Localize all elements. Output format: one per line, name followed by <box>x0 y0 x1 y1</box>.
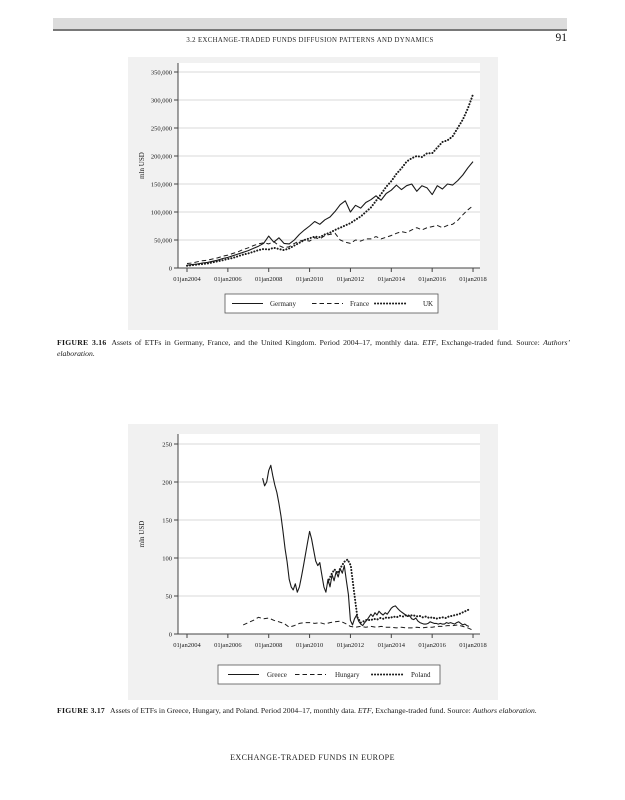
x-axis-ticks: 01jan2004 01jan2006 01jan2008 01jan2010 01ja… <box>173 268 487 283</box>
y-tick-label: 50,000 <box>154 237 172 244</box>
x-tick-label: 01jan2006 <box>214 276 242 283</box>
y-axis-ticks: 0 50 100 150 200 250 <box>162 441 178 638</box>
footer-running-title: EXCHANGE-TRADED FUNDS IN EUROPE <box>230 753 395 762</box>
figure-3-17-chart: 0 50 100 150 200 250 01jan2004 01jan2006 01jan20… <box>128 424 498 700</box>
x-axis-ticks: 01jan2004 01jan2006 01jan2008 01jan2010 01ja… <box>173 634 487 649</box>
plot-area <box>178 434 480 634</box>
figure-3-16-label: FIGURE 3.16 <box>57 338 107 347</box>
x-tick-label: 01jan2016 <box>418 276 446 283</box>
legend-label: Greece <box>267 671 287 679</box>
x-tick-label: 01jan2018 <box>459 276 486 283</box>
y-axis-label: mln USD <box>138 152 146 179</box>
y-axis-label: mln USD <box>138 521 146 548</box>
y-tick-label: 0 <box>169 631 172 638</box>
y-tick-label: 300,000 <box>151 97 172 104</box>
page-number: 91 <box>555 32 568 44</box>
series-hungary <box>242 616 474 631</box>
x-tick-label: 01jan2006 <box>214 642 242 649</box>
y-axis-ticks: 0 50,000 100,000 150,000 200,000 250,000 300,0… <box>151 69 178 272</box>
x-tick-label: 01jan2014 <box>378 642 406 649</box>
caption-body: Assets of ETFs in Greece, Hungary, and P… <box>110 706 358 715</box>
y-tick-label: 100 <box>162 555 172 562</box>
x-tick-label: 01jan2012 <box>337 642 364 649</box>
running-header: 3.2 EXCHANGE-TRADED FUNDS DIFFUSION PATT… <box>53 37 567 44</box>
y-tick-label: 350,000 <box>151 69 172 76</box>
reader-progress-bar <box>53 18 567 31</box>
legend-label: France <box>350 300 369 308</box>
y-tick-label: 250 <box>162 441 172 448</box>
x-tick-label: 01jan2008 <box>255 276 282 283</box>
caption-body2: , Exchange-traded fund. Source: <box>436 338 544 347</box>
series-greece <box>262 464 470 627</box>
figure-3-17-caption: FIGURE 3.17 Assets of ETFs in Greece, Hun… <box>57 706 570 717</box>
caption-source: Authors elaboration. <box>472 706 537 715</box>
chart-canvas: 0 50,000 100,000 150,000 200,000 250,000 300,0… <box>138 63 487 314</box>
etf-term: ETF <box>357 706 372 715</box>
legend-label: Hungary <box>335 671 360 679</box>
series-poland <box>327 558 470 624</box>
series-france <box>186 205 474 264</box>
caption-source: Authors’ elaboration. <box>57 338 570 358</box>
figure-3-16-chart: 0 50,000 100,000 150,000 200,000 250,000 300,0… <box>128 57 498 330</box>
figure-3-16-caption: FIGURE 3.16 Assets of ETFs in Germany, Fr… <box>57 338 570 359</box>
gridlines <box>178 71 480 241</box>
legend: Germany France UK <box>224 293 439 314</box>
series-germany <box>186 161 474 266</box>
x-tick-label: 01jan2004 <box>173 642 201 649</box>
x-tick-label: 01jan2010 <box>296 276 323 283</box>
y-tick-label: 150 <box>162 517 172 524</box>
x-tick-label: 01jan2010 <box>296 642 323 649</box>
y-tick-label: 0 <box>169 265 172 272</box>
x-tick-label: 01jan2014 <box>378 276 406 283</box>
legend-label: Poland <box>411 671 431 679</box>
etf-term: ETF <box>422 338 437 347</box>
y-tick-label: 150,000 <box>151 181 172 188</box>
y-tick-label: 250,000 <box>151 125 172 132</box>
legend-label: UK <box>423 300 433 308</box>
y-tick-label: 200 <box>162 479 172 486</box>
x-tick-label: 01jan2016 <box>418 642 446 649</box>
series-uk <box>186 93 474 267</box>
y-tick-label: 100,000 <box>151 209 172 216</box>
x-tick-label: 01jan2012 <box>337 276 364 283</box>
y-tick-label: 200,000 <box>151 153 172 160</box>
x-tick-label: 01jan2018 <box>459 642 486 649</box>
caption-body2: , Exchange-traded fund. Source: <box>371 706 473 715</box>
x-tick-label: 01jan2008 <box>255 642 282 649</box>
gridlines <box>178 443 480 597</box>
y-tick-label: 50 <box>166 593 173 600</box>
figure-3-17-label: FIGURE 3.17 <box>57 706 106 715</box>
section-header-text: 3.2 EXCHANGE-TRADED FUNDS DIFFUSION PATT… <box>186 37 434 44</box>
plot-area <box>178 63 480 268</box>
x-tick-label: 01jan2004 <box>173 276 201 283</box>
legend-label: Germany <box>270 300 297 308</box>
caption-body: Assets of ETFs in Germany, France, and t… <box>111 338 423 347</box>
legend: Greece Hungary Poland <box>217 664 441 685</box>
